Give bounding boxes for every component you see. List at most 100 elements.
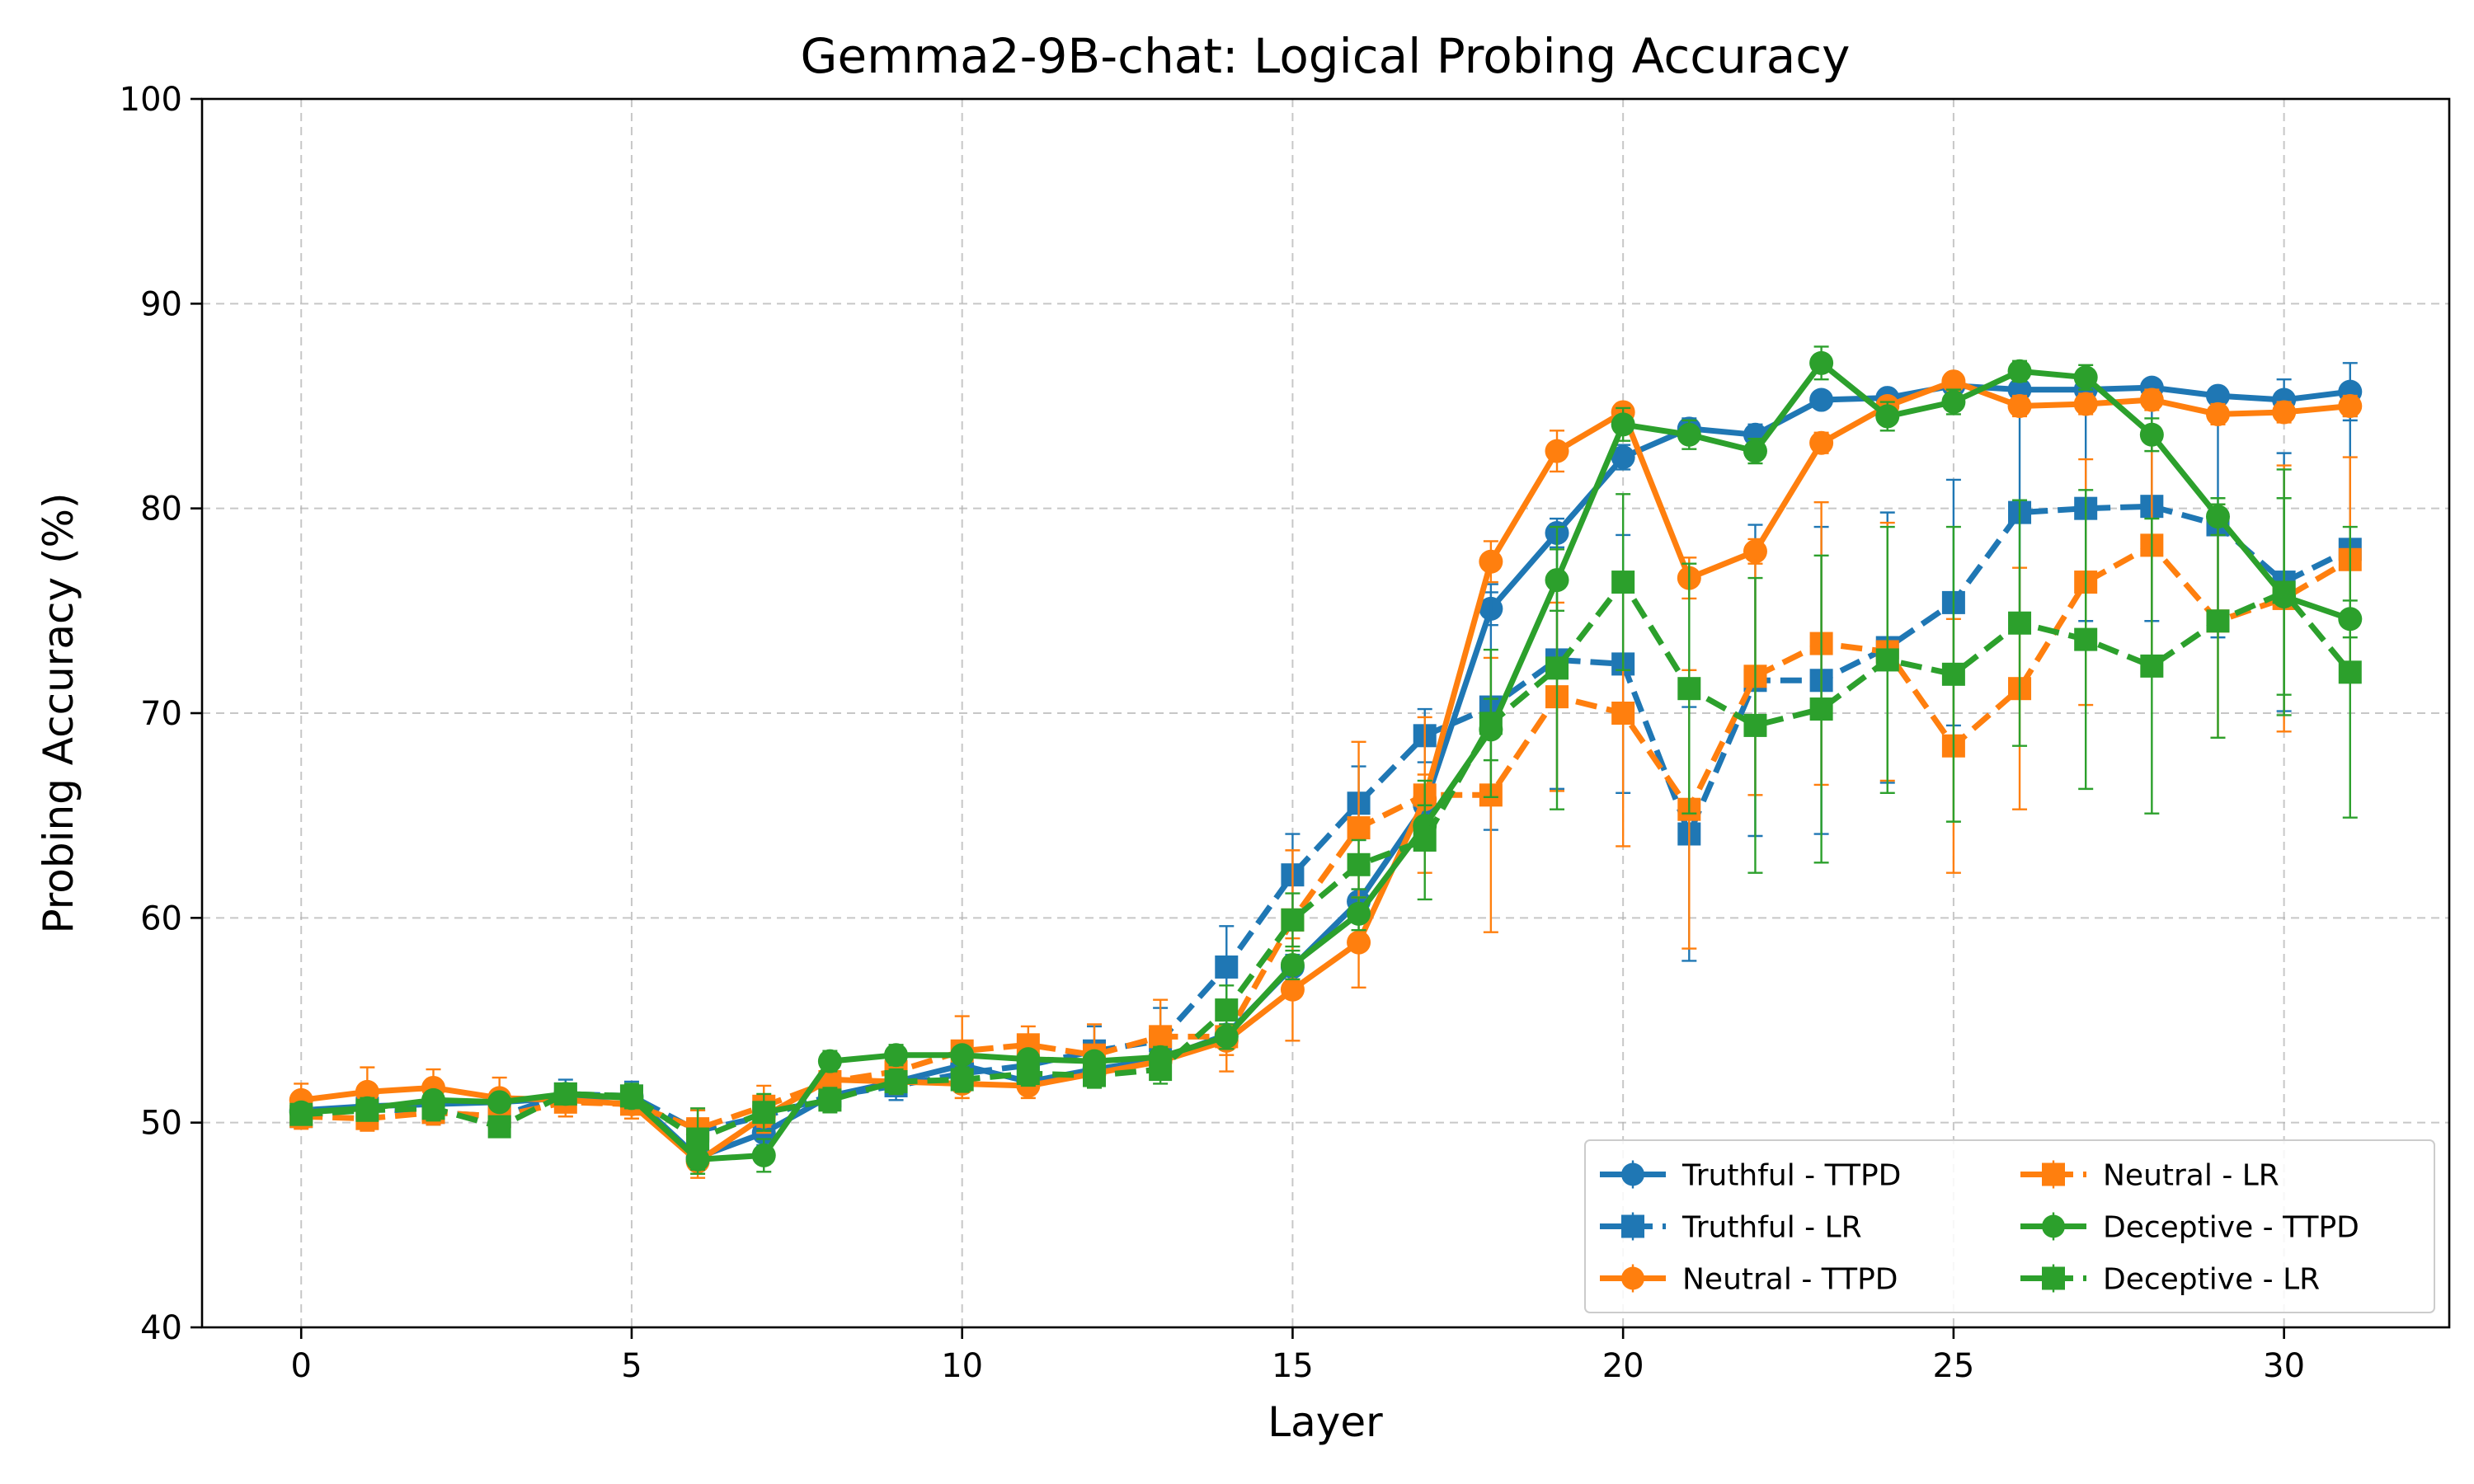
- x-tick-label: 15: [1272, 1347, 1314, 1385]
- legend-label: Deceptive - TTPD: [2103, 1211, 2359, 1245]
- x-tick-label: 30: [2263, 1347, 2305, 1385]
- data-point: [751, 1143, 776, 1167]
- data-point: [2206, 609, 2230, 633]
- data-point: [1479, 549, 1503, 574]
- data-point: [950, 1068, 974, 1092]
- data-point: [1875, 404, 1900, 429]
- x-tick-label: 20: [1602, 1347, 1644, 1385]
- data-point: [553, 1082, 577, 1106]
- legend-item: Neutral - TTPD: [1600, 1263, 1898, 1297]
- y-axis-label: Probing Accuracy (%): [35, 493, 82, 934]
- x-tick-label: 0: [290, 1347, 311, 1385]
- data-point: [2007, 394, 2032, 418]
- legend: Truthful - TTPD Truthful - LR Neutral - TT…: [1584, 1139, 2435, 1313]
- data-point: [884, 1070, 908, 1093]
- data-point: [355, 1098, 379, 1122]
- data-point: [2338, 660, 2362, 684]
- series-line: [300, 359, 2351, 1162]
- data-point: [619, 1084, 643, 1108]
- legend-marker: [1621, 1214, 1644, 1238]
- data-point: [1479, 711, 1503, 735]
- data-point: [2338, 394, 2363, 418]
- data-point: [1215, 955, 1239, 979]
- data-point: [818, 1088, 842, 1112]
- data-point: [1941, 390, 1966, 415]
- data-point: [2139, 422, 2164, 447]
- legend-item: Deceptive - LR: [2020, 1263, 2320, 1297]
- data-point: [1347, 816, 1371, 840]
- legend-label: Truthful - LR: [1681, 1211, 1862, 1245]
- data-point: [1611, 445, 1635, 470]
- data-point: [950, 1043, 975, 1068]
- plot-frame: [200, 97, 2451, 1329]
- data-point: [1611, 412, 1635, 437]
- legend-label: Neutral - LR: [2103, 1159, 2279, 1193]
- legend-box: [1584, 1139, 2435, 1313]
- legend-item: Truthful - LR: [1600, 1211, 1862, 1245]
- legend-item: Neutral - LR: [2020, 1159, 2279, 1193]
- data-point: [2140, 654, 2164, 678]
- y-tick-label: 60: [140, 899, 182, 937]
- data-point: [421, 1097, 445, 1120]
- legend-label: Deceptive - LR: [2103, 1263, 2320, 1297]
- legend-marker: [1621, 1266, 1644, 1290]
- data-point: [1809, 430, 1834, 455]
- data-point: [1214, 1024, 1239, 1049]
- data-point: [2074, 627, 2098, 651]
- data-point: [487, 1115, 511, 1139]
- data-point: [1347, 901, 1371, 926]
- data-point: [1149, 1025, 1173, 1049]
- data-point: [884, 1043, 909, 1068]
- data-point: [1809, 697, 1833, 721]
- x-tick-label: 5: [621, 1347, 642, 1385]
- legend-label: Truthful - TTPD: [1681, 1159, 1901, 1193]
- data-point: [1743, 439, 1767, 463]
- data-point: [1347, 930, 1371, 955]
- data-point: [1149, 1058, 1173, 1082]
- y-tick-label: 100: [120, 81, 182, 119]
- x-tick-label: 25: [1932, 1347, 1974, 1385]
- data-point: [1941, 369, 1966, 394]
- data-point: [1809, 350, 1834, 375]
- legend-label: Neutral - TTPD: [1682, 1263, 1898, 1297]
- data-point: [1347, 852, 1371, 876]
- data-point: [487, 1090, 512, 1115]
- series-layer: [289, 345, 2363, 1179]
- legend-item: Deceptive - TTPD: [2020, 1211, 2359, 1245]
- data-point: [2008, 611, 2032, 635]
- data-point: [1677, 422, 1701, 447]
- x-axis-label: Layer: [1268, 1398, 1383, 1446]
- legend-marker: [1621, 1162, 1644, 1186]
- data-point: [2073, 392, 2098, 416]
- series-markers: [289, 571, 2362, 1151]
- data-point: [1545, 439, 1569, 463]
- y-tick-label: 70: [140, 695, 182, 733]
- legend-item: Truthful - TTPD: [1600, 1159, 1901, 1193]
- data-point: [289, 1102, 313, 1126]
- data-point: [1281, 908, 1305, 932]
- data-point: [1413, 828, 1437, 852]
- data-point: [1941, 662, 1965, 686]
- data-point: [1677, 677, 1701, 701]
- data-point: [2272, 400, 2297, 425]
- data-point: [1809, 387, 1834, 412]
- data-point: [2205, 383, 2230, 408]
- series-5: [289, 468, 2362, 1171]
- data-point: [1611, 702, 1635, 725]
- y-tick-label: 80: [140, 491, 182, 528]
- legend-marker: [2042, 1214, 2065, 1238]
- y-tick-label: 40: [140, 1309, 182, 1347]
- data-point: [2073, 365, 2098, 390]
- chart-title: Gemma2-9B-chat: Logical Probing Accuracy: [801, 28, 1851, 84]
- data-point: [1082, 1064, 1106, 1087]
- data-point: [1215, 998, 1239, 1022]
- data-point: [1875, 648, 1899, 672]
- data-point: [1545, 656, 1569, 680]
- data-point: [686, 1127, 710, 1151]
- legend-marker: [2042, 1162, 2065, 1186]
- x-tick-label: 10: [941, 1347, 983, 1385]
- data-point: [752, 1101, 776, 1125]
- y-tick-label: 50: [140, 1105, 182, 1143]
- legend-marker: [2042, 1266, 2065, 1290]
